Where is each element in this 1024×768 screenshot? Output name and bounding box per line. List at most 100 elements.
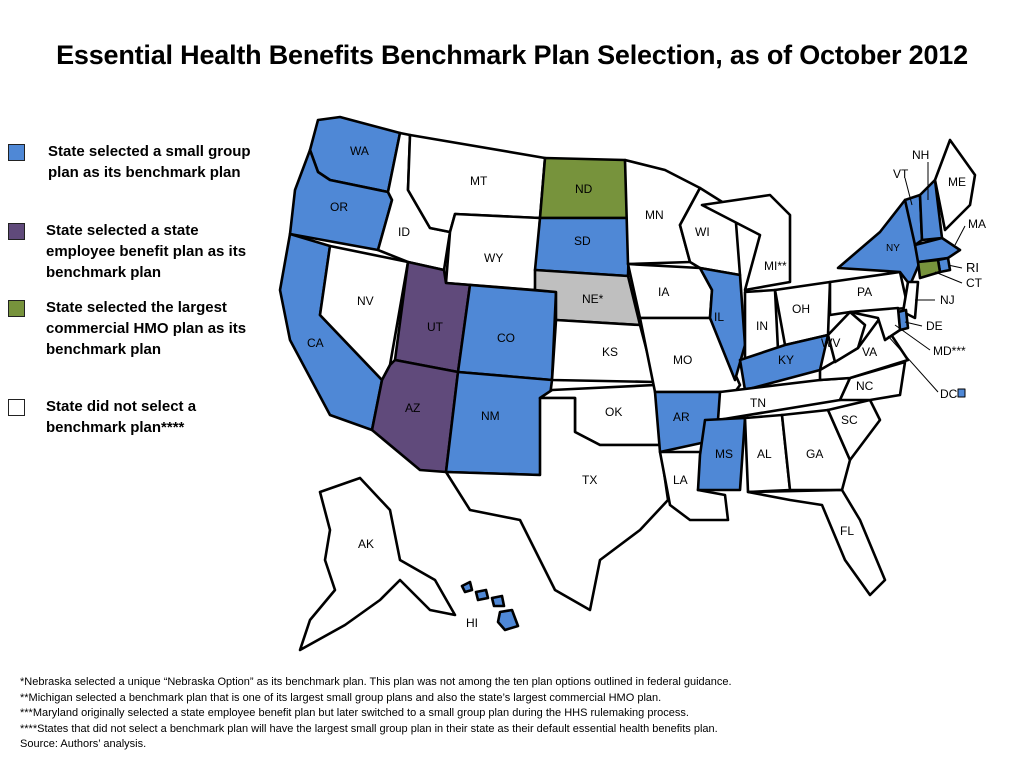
state-KY[interactable] [738, 333, 830, 392]
label-MO: MO [673, 353, 692, 367]
label-CT: CT [966, 276, 983, 290]
state-ME[interactable] [933, 138, 977, 232]
legend-label-none: State did not select a benchmark plan***… [46, 398, 197, 436]
state-CT[interactable] [916, 258, 942, 280]
label-WV: WV [821, 336, 840, 350]
state-SC[interactable] [826, 398, 882, 462]
footnote-nebraska: *Nebraska selected a unique “Nebraska Op… [20, 676, 732, 688]
label-TX: TX [582, 473, 597, 487]
leader-md [894, 324, 931, 351]
label-IN: IN [756, 319, 768, 333]
state-labels: WA OR CA NV ID MT WY UT AZ CO NM ND SD N… [307, 144, 986, 630]
label-NC: NC [856, 379, 874, 393]
state-MD[interactable] [848, 306, 902, 342]
label-CO: CO [497, 331, 515, 345]
legend-label-small-group: State selected a small group plan as its… [48, 143, 251, 181]
leader-dc [887, 335, 939, 393]
label-KS: KS [602, 345, 618, 359]
state-MS[interactable] [696, 416, 747, 492]
legend-swatch-hmo [8, 300, 25, 317]
leader-de [904, 321, 923, 327]
page-title: Essential Health Benefits Benchmark Plan… [56, 40, 968, 70]
leader-ma [954, 225, 966, 246]
label-CA: CA [307, 336, 324, 350]
label-DE: DE [926, 319, 943, 333]
leader-ri [947, 264, 963, 269]
hawaii-island-3[interactable] [490, 594, 506, 608]
hawaii-island-1[interactable] [460, 580, 474, 594]
footnotes: *Nebraska selected a unique “Nebraska Op… [20, 675, 1010, 753]
label-ND: ND [575, 182, 593, 196]
label-PA: PA [857, 285, 872, 299]
label-GA: GA [806, 447, 823, 461]
state-TX[interactable] [444, 396, 670, 612]
label-WI: WI [695, 225, 710, 239]
leader-ct [934, 271, 963, 284]
footnote-default: ****States that did not select a benchma… [20, 722, 718, 735]
label-WY: WY [484, 251, 503, 265]
label-OH: OH [792, 302, 810, 316]
label-AL: AL [757, 447, 772, 461]
state-AK[interactable] [298, 476, 457, 652]
label-AR: AR [673, 410, 690, 424]
state-NC[interactable] [838, 360, 907, 402]
legend-swatch-state-employee [8, 223, 25, 240]
state-FL[interactable] [746, 488, 887, 597]
label-RI: RI [966, 260, 979, 275]
label-KY: KY [778, 353, 794, 367]
label-UT: UT [427, 320, 444, 334]
state-HI[interactable] [460, 580, 520, 632]
label-FL: FL [840, 524, 854, 538]
label-AZ: AZ [405, 401, 420, 415]
label-DC: DC [940, 387, 958, 401]
label-MS: MS [715, 447, 733, 461]
state-NM[interactable] [444, 370, 554, 477]
label-MI: MI** [764, 259, 787, 273]
state-IL[interactable] [698, 266, 747, 382]
state-WV[interactable] [826, 310, 867, 364]
label-NV: NV [357, 294, 374, 308]
label-NM: NM [481, 409, 500, 423]
legend-label-state-employee: State selected a state employee benefit … [46, 222, 247, 281]
label-NH: NH [912, 148, 929, 162]
label-HI: HI [466, 616, 478, 630]
state-DC[interactable] [957, 388, 966, 398]
label-AK: AK [358, 537, 374, 551]
label-VT: VT [893, 167, 909, 181]
footnote-michigan: **Michigan selected a benchmark plan tha… [20, 691, 662, 704]
label-ID: ID [398, 225, 410, 239]
state-MA[interactable] [913, 236, 962, 264]
label-SD: SD [574, 234, 591, 248]
label-MA: MA [968, 217, 986, 231]
hawaii-island-4[interactable] [496, 608, 520, 632]
label-SC: SC [841, 413, 858, 427]
legend-swatch-small-group [8, 144, 25, 161]
leader-lines [887, 162, 966, 393]
leader-vt [904, 177, 913, 206]
label-IL: IL [714, 310, 724, 324]
label-OR: OR [330, 200, 348, 214]
label-VA: VA [862, 345, 877, 359]
footnote-maryland: ***Maryland originally selected a state … [20, 707, 689, 719]
label-MN: MN [645, 208, 664, 222]
label-MD: MD*** [933, 344, 966, 358]
legend-swatch-none [8, 399, 25, 416]
state-AZ[interactable] [370, 358, 460, 474]
label-ME: ME [948, 175, 966, 189]
label-NJ: NJ [940, 293, 955, 307]
label-TN: TN [750, 396, 766, 410]
legend-label-hmo: State selected the largest commercial HM… [46, 299, 247, 358]
label-OK: OK [605, 405, 622, 419]
state-MO[interactable] [638, 316, 742, 394]
hawaii-island-2[interactable] [474, 588, 490, 602]
state-GA[interactable] [780, 408, 852, 492]
footnote-source: Source: Authors’ analysis. [20, 738, 147, 750]
label-NE: NE* [582, 292, 604, 306]
label-MT: MT [470, 174, 488, 188]
label-WA: WA [350, 144, 369, 158]
label-IA: IA [658, 285, 669, 299]
state-MI[interactable] [700, 193, 792, 292]
state-IA[interactable] [626, 262, 714, 320]
